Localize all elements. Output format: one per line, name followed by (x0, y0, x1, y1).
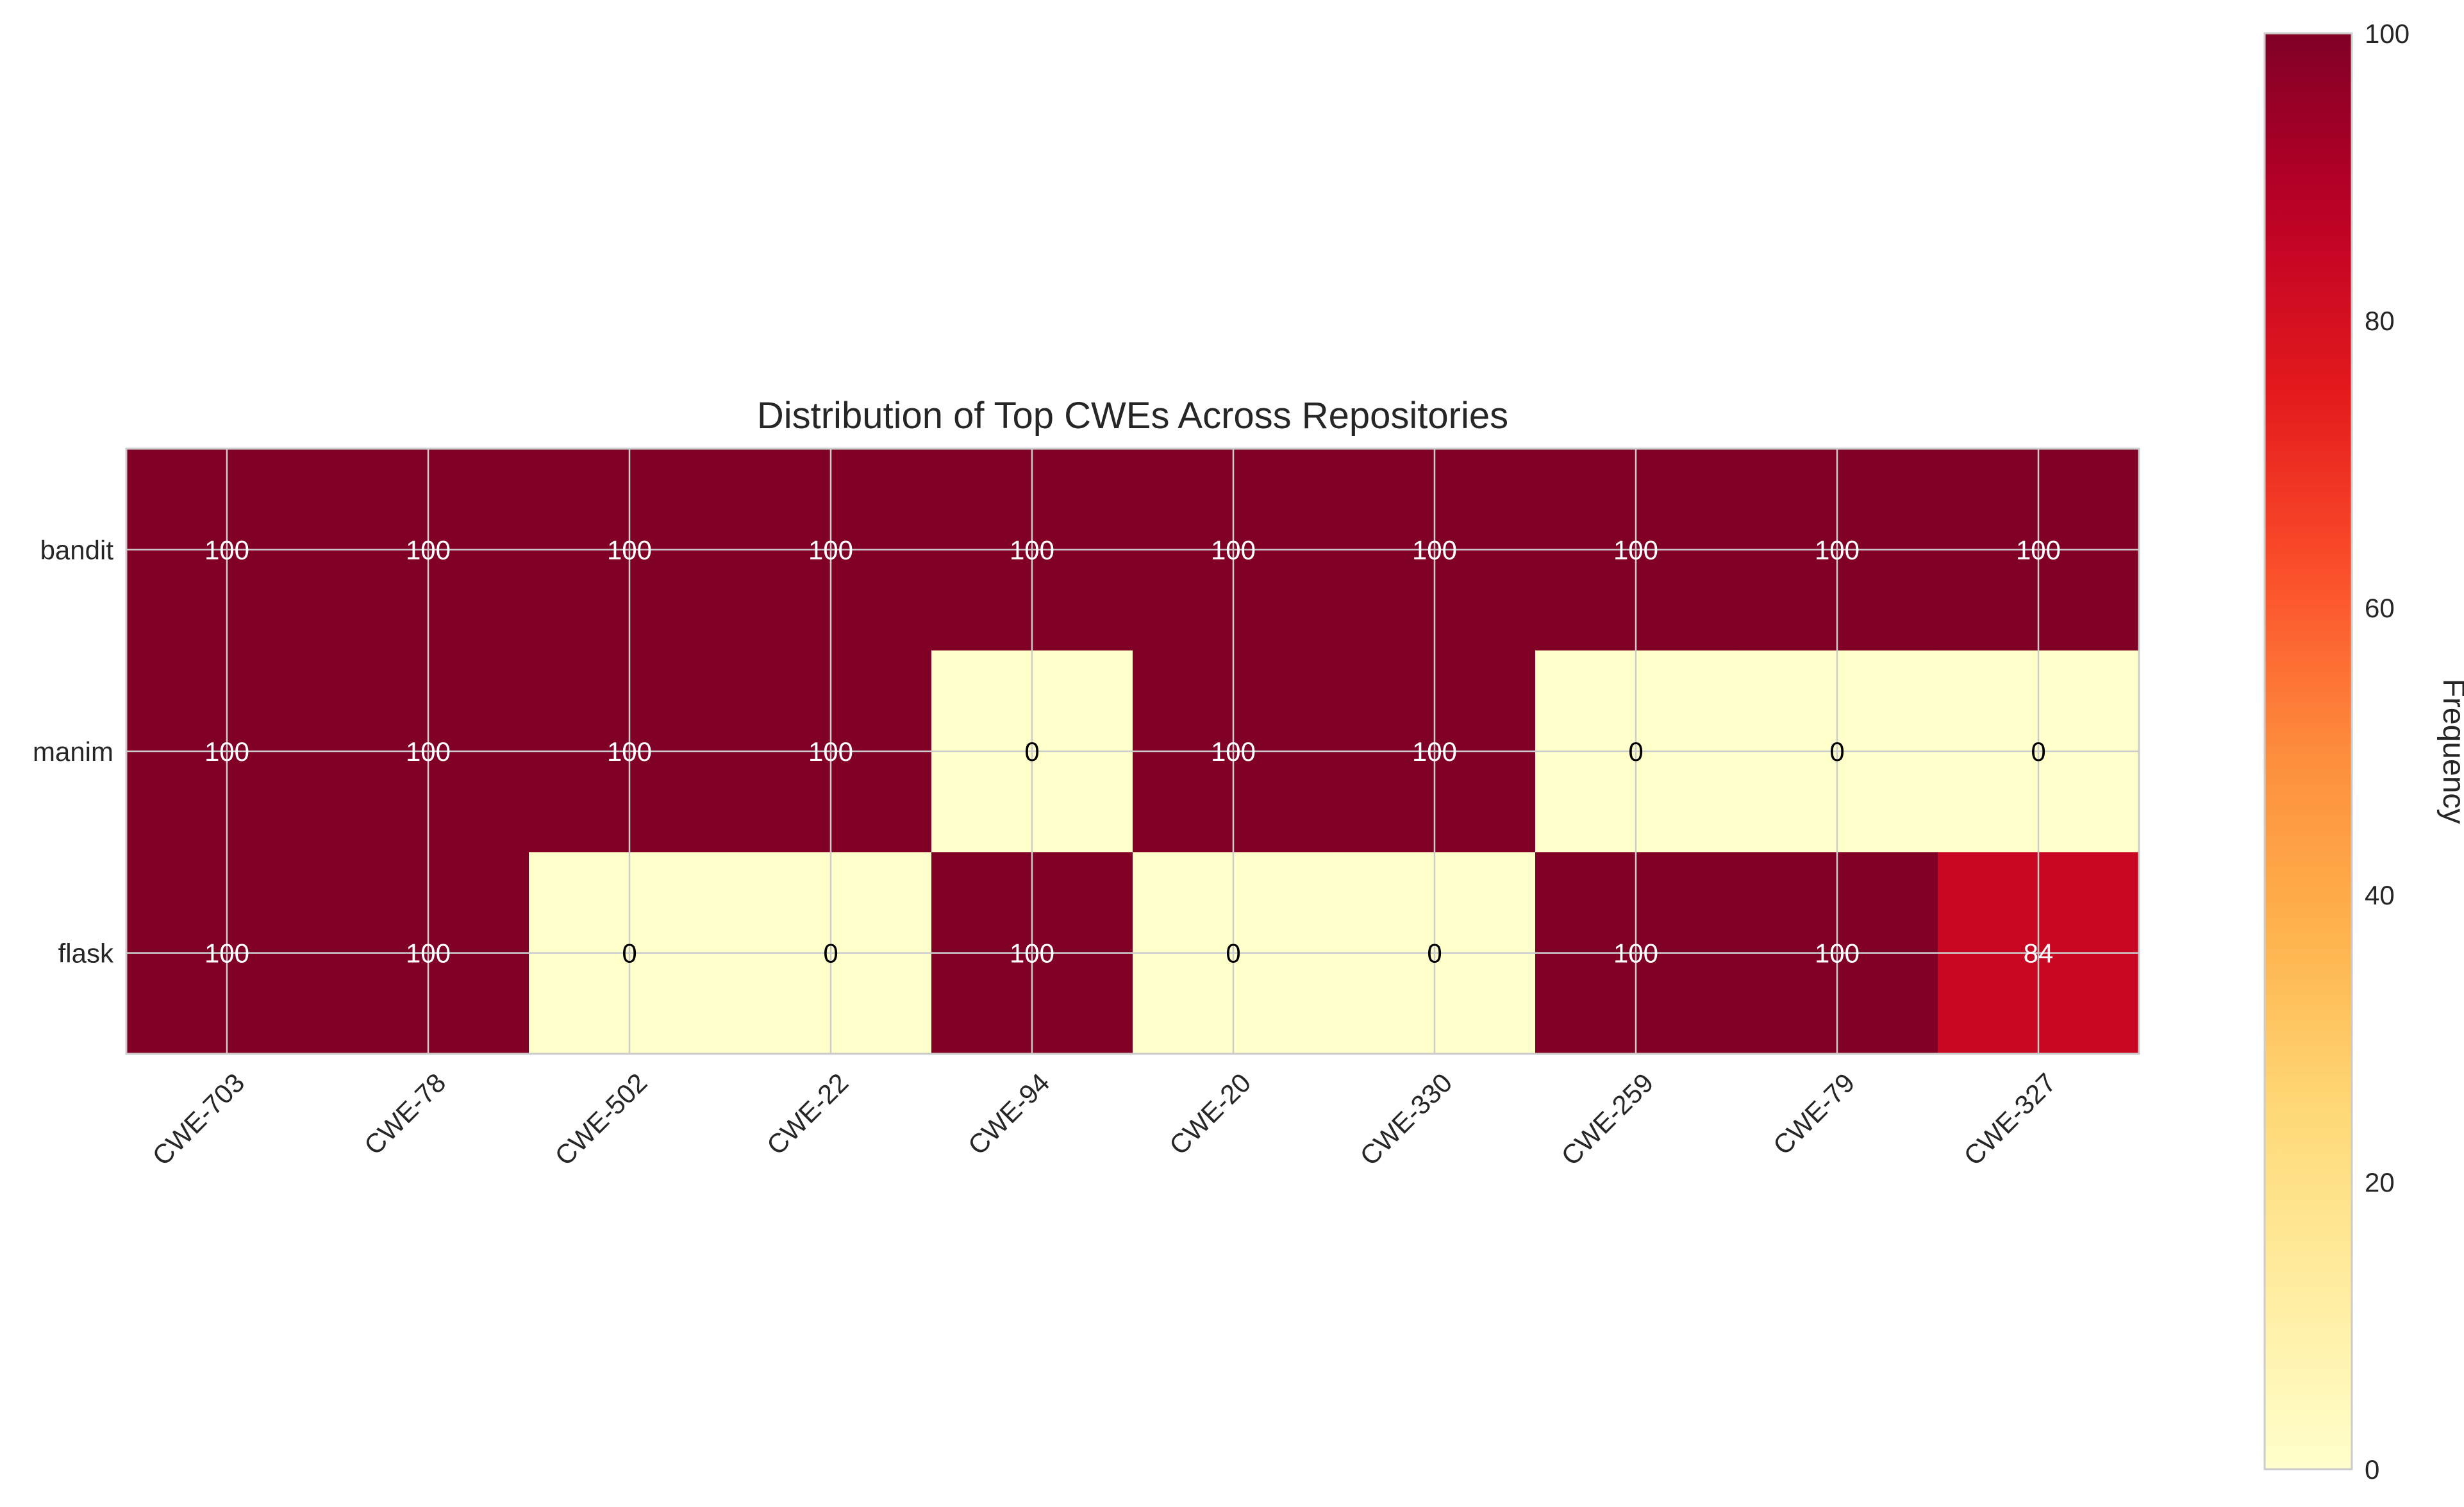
x-tick-label: CWE-259 (1555, 1067, 1659, 1171)
cell-value-label: 100 (808, 535, 853, 565)
colorbar-tick-label: 80 (2365, 306, 2395, 336)
cell-value-label: 100 (808, 737, 853, 767)
cell-value-label: 100 (1815, 535, 1860, 565)
x-tick-label: CWE-94 (962, 1067, 1055, 1160)
cell-value-label: 100 (1613, 535, 1658, 565)
cell-value-label: 100 (1010, 938, 1054, 969)
cell-value-label: 100 (607, 535, 652, 565)
cell-value-label: 0 (1024, 737, 1039, 767)
cell-value-label: 84 (2024, 938, 2054, 969)
plot-frame (125, 447, 2140, 1055)
cell-value-label: 100 (406, 938, 451, 969)
x-tick-label: CWE-78 (358, 1067, 451, 1160)
cell-value-label: 100 (204, 938, 249, 969)
colorbar-tick-label: 40 (2365, 880, 2395, 910)
chart-title: Distribution of Top CWEs Across Reposito… (757, 395, 1508, 437)
x-tick-label: CWE-327 (1958, 1067, 2061, 1171)
cell-value-label: 0 (823, 938, 838, 969)
y-tick-label: manim (33, 737, 113, 767)
cell-value-label: 100 (2016, 535, 2061, 565)
cell-value-label: 100 (1613, 938, 1658, 969)
cell-value-label: 100 (1412, 737, 1457, 767)
cell-value-label: 100 (1211, 535, 1256, 565)
colorbar-label: Frequency (2436, 679, 2464, 824)
cell-value-label: 100 (204, 737, 249, 767)
cell-value-label: 100 (607, 737, 652, 767)
colorbar-gradient (2263, 32, 2353, 1470)
x-tick-label: CWE-79 (1767, 1067, 1860, 1160)
cell-value-label: 100 (406, 737, 451, 767)
x-tick-label: CWE-22 (761, 1067, 854, 1160)
colorbar-tick-label: 60 (2365, 593, 2395, 623)
cell-value-label: 100 (1412, 535, 1457, 565)
y-tick-labels: bandit manim flask (33, 535, 114, 968)
cell-value-label: 100 (1815, 938, 1860, 969)
cell-value-label: 100 (1211, 737, 1256, 767)
colorbar-tick-label: 20 (2365, 1167, 2395, 1197)
x-tick-labels: CWE-703 CWE-78 CWE-502 CWE-22 CWE-94 CWE-20 CW… (146, 1067, 2061, 1171)
cell-value-label: 0 (1226, 938, 1240, 969)
x-tick-label: CWE-703 (146, 1067, 250, 1171)
y-tick-label: flask (58, 938, 114, 969)
cell-value-label: 0 (622, 938, 637, 969)
colorbar-tick-label: 100 (2365, 19, 2410, 49)
gridlines (126, 449, 2139, 1054)
cell-value-label: 0 (1427, 938, 1442, 969)
x-tick-label: CWE-330 (1354, 1067, 1458, 1171)
colorbar: 0 20 40 60 80 100 Frequency (2263, 19, 2464, 1485)
cell-value-label: 100 (1010, 535, 1054, 565)
cell-value-label: 100 (204, 535, 249, 565)
cell-value-labels: 100 100 100 100 100 100 100 100 100 100 100 100 100 1… (204, 535, 2061, 968)
y-tick-label: bandit (40, 535, 114, 565)
cell-value-label: 0 (1628, 737, 1643, 767)
x-tick-label: CWE-502 (549, 1067, 653, 1171)
cell-value-label: 0 (2031, 737, 2045, 767)
x-tick-label: CWE-20 (1163, 1067, 1256, 1160)
colorbar-tick-label: 0 (2365, 1454, 2379, 1485)
cell-value-label: 0 (1829, 737, 1844, 767)
cell-value-label: 100 (406, 535, 451, 565)
